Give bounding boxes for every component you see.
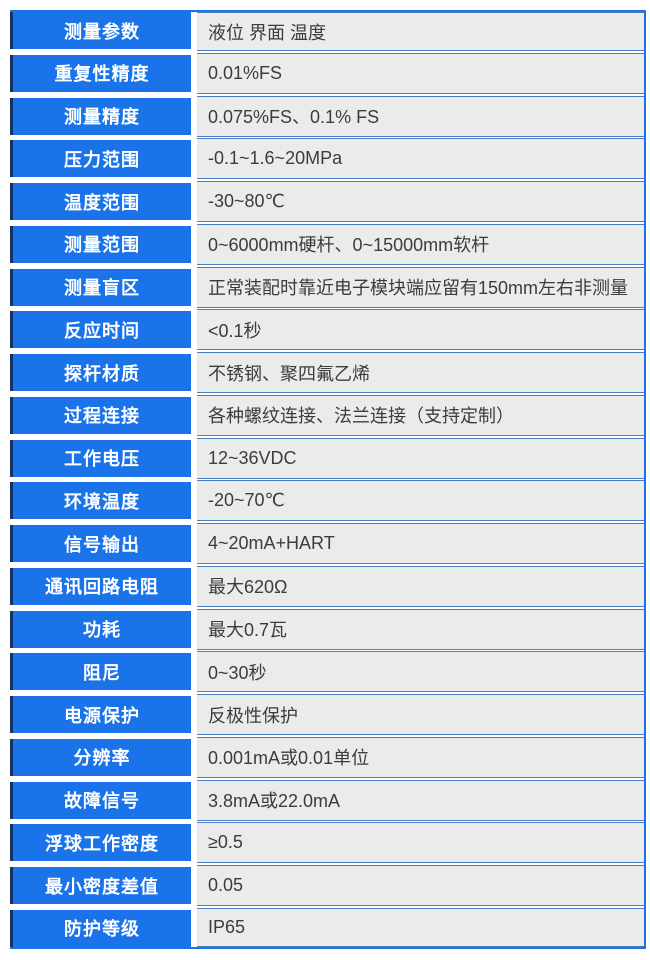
spec-row: 故障信号 3.8mA或22.0mA <box>10 779 644 821</box>
spec-row: 防护等级 IP65 <box>10 907 644 947</box>
spec-label-cell: 功耗 <box>10 610 191 648</box>
spec-row: 过程连接 各种螺纹连接、法兰连接（支持定制） <box>10 394 644 436</box>
spec-label-cell: 浮球工作密度 <box>10 824 191 862</box>
spec-label-cell: 阻尼 <box>10 653 191 691</box>
spec-value-cell: -30~80℃ <box>197 181 644 222</box>
spec-row: 工作电压 12~36VDC <box>10 437 644 479</box>
spec-value-cell: 4~20mA+HART <box>197 523 644 564</box>
spec-value-cell: 0.01%FS <box>197 52 644 94</box>
spec-label-cell: 温度范围 <box>10 183 191 220</box>
spec-label-cell: 重复性精度 <box>10 54 191 92</box>
spec-row: 通讯回路电阻 最大620Ω <box>10 565 644 607</box>
spec-row: 功耗 最大0.7瓦 <box>10 608 644 650</box>
spec-row: 环境温度 -20~70℃ <box>10 480 644 522</box>
spec-row: 测量盲区 正常装配时靠近电子模块端应留有150mm左右非测量 <box>10 266 644 308</box>
spec-row: 反应时间 <0.1秒 <box>10 309 644 351</box>
spec-value-cell: 3.8mA或22.0mA <box>197 779 644 821</box>
spec-value-cell: 最大0.7瓦 <box>197 608 644 650</box>
spec-row: 测量范围 0~6000mm硬杆、0~15000mm软杆 <box>10 223 644 265</box>
spec-label-cell: 故障信号 <box>10 781 191 819</box>
spec-row: 最小密度差值 0.05 <box>10 865 644 906</box>
spec-value-cell: <0.1秒 <box>197 309 644 351</box>
spec-value-cell: -0.1~1.6~20MPa <box>197 138 644 180</box>
spec-value-cell: 0~6000mm硬杆、0~15000mm软杆 <box>197 223 644 265</box>
spec-label-cell: 分辨率 <box>10 738 191 776</box>
spec-label-cell: 工作电压 <box>10 439 191 477</box>
spec-row: 阻尼 0~30秒 <box>10 651 644 693</box>
spec-value-cell: ≥0.5 <box>197 822 644 864</box>
spec-row: 分辨率 0.001mA或0.01单位 <box>10 736 644 778</box>
spec-label-cell: 反应时间 <box>10 311 191 349</box>
spec-row: 压力范围 -0.1~1.6~20MPa <box>10 138 644 180</box>
spec-label-cell: 过程连接 <box>10 396 191 434</box>
spec-row: 重复性精度 0.01%FS <box>10 52 644 94</box>
spec-table: 测量参数 液位 界面 温度 重复性精度 0.01%FS 测量精度 0.075%F… <box>10 10 646 949</box>
spec-row: 温度范围 -30~80℃ <box>10 181 644 222</box>
spec-label-cell: 通讯回路电阻 <box>10 567 191 605</box>
spec-row: 测量精度 0.075%FS、0.1% FS <box>10 95 644 137</box>
spec-value-cell: 液位 界面 温度 <box>197 12 644 51</box>
spec-label-cell: 测量盲区 <box>10 268 191 306</box>
spec-value-cell: 0.075%FS、0.1% FS <box>197 95 644 137</box>
spec-value-cell: 反极性保护 <box>197 694 644 735</box>
spec-label-cell: 测量精度 <box>10 97 191 135</box>
spec-row: 电源保护 反极性保护 <box>10 694 644 735</box>
spec-label-cell: 信号输出 <box>10 525 191 562</box>
spec-label-cell: 压力范围 <box>10 140 191 178</box>
spec-label-cell: 探杆材质 <box>10 354 191 391</box>
spec-label-cell: 测量参数 <box>10 12 191 49</box>
spec-row: 测量参数 液位 界面 温度 <box>10 12 644 51</box>
spec-value-cell: 0.05 <box>197 865 644 906</box>
spec-value-cell: 0.001mA或0.01单位 <box>197 736 644 778</box>
spec-label-cell: 最小密度差值 <box>10 867 191 904</box>
spec-value-cell: 各种螺纹连接、法兰连接（支持定制） <box>197 394 644 436</box>
spec-value-cell: 最大620Ω <box>197 565 644 607</box>
spec-value-cell: 正常装配时靠近电子模块端应留有150mm左右非测量 <box>197 266 644 308</box>
spec-label-cell: 环境温度 <box>10 482 191 520</box>
spec-label-cell: 防护等级 <box>10 909 191 947</box>
spec-row: 探杆材质 不锈钢、聚四氟乙烯 <box>10 352 644 393</box>
spec-value-cell: 12~36VDC <box>197 437 644 479</box>
spec-value-cell: 不锈钢、聚四氟乙烯 <box>197 352 644 393</box>
spec-row: 信号输出 4~20mA+HART <box>10 523 644 564</box>
spec-value-cell: -20~70℃ <box>197 480 644 522</box>
spec-value-cell: IP65 <box>197 907 644 947</box>
spec-label-cell: 测量范围 <box>10 225 191 263</box>
spec-value-cell: 0~30秒 <box>197 651 644 693</box>
spec-row: 浮球工作密度 ≥0.5 <box>10 822 644 864</box>
spec-label-cell: 电源保护 <box>10 696 191 733</box>
